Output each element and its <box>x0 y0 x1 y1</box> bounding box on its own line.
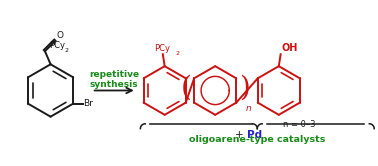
Text: PCy: PCy <box>50 41 65 50</box>
Text: Br: Br <box>84 99 93 108</box>
Text: PCy: PCy <box>154 44 170 53</box>
Text: n = 0–3: n = 0–3 <box>282 120 315 129</box>
Text: OH: OH <box>282 43 298 53</box>
Text: n: n <box>246 104 252 113</box>
Text: (: ( <box>180 75 191 102</box>
Text: oligoarene-type catalysts: oligoarene-type catalysts <box>189 135 325 144</box>
Text: 2: 2 <box>64 48 68 53</box>
Text: +: + <box>235 130 247 140</box>
Text: synthesis: synthesis <box>90 80 138 89</box>
Text: repetitive: repetitive <box>89 70 139 79</box>
Text: 2: 2 <box>175 51 179 56</box>
Text: ): ) <box>239 75 250 102</box>
Text: Pd: Pd <box>247 130 262 140</box>
Text: O: O <box>57 31 64 40</box>
